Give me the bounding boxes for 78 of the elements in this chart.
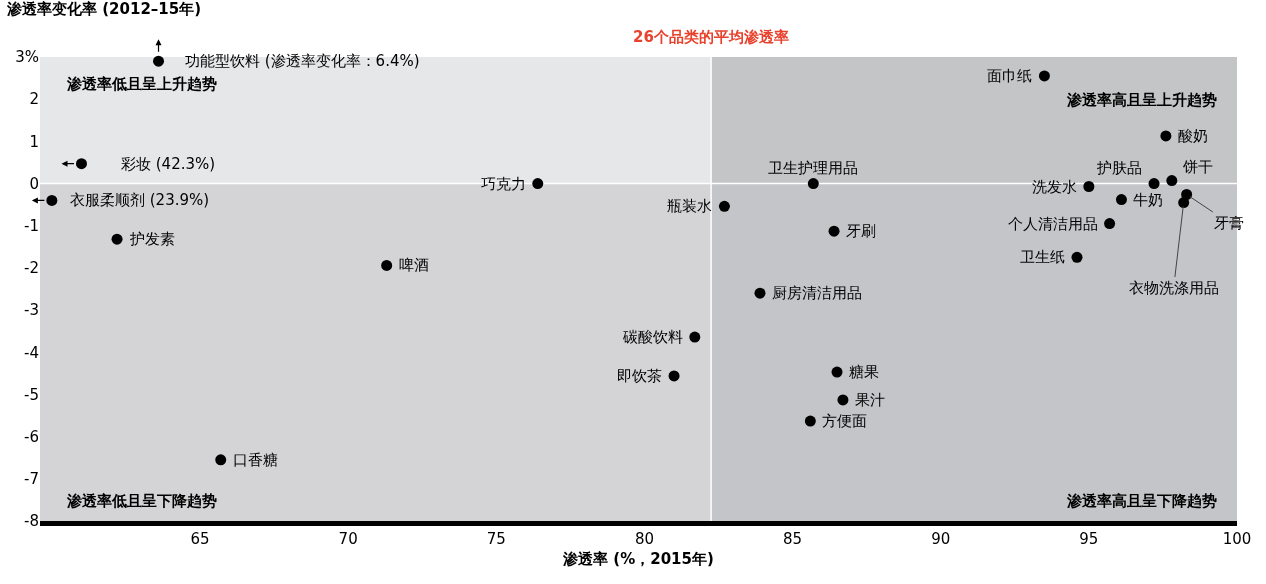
y-axis-title: 渗透率变化率 (2012–15年) xyxy=(6,0,202,18)
x-tick-label: 90 xyxy=(931,530,951,548)
x-tick-label: 100 xyxy=(1222,530,1252,548)
annotation: 巧克力 xyxy=(481,175,526,193)
annotation: 口香糖 xyxy=(233,451,278,469)
x-tick-label: 95 xyxy=(1079,530,1099,548)
annotation: 衣服柔顺剂 (23.9%) xyxy=(70,191,210,209)
annotation: 衣物洗涤用品 xyxy=(1129,279,1219,297)
point xyxy=(754,287,766,299)
ref-line-label: 26个品类的平均渗透率 xyxy=(633,28,789,46)
y-tick-label: -7 xyxy=(24,470,39,489)
x-tick-label: 70 xyxy=(338,530,358,548)
point xyxy=(689,331,701,343)
annotation: 护肤品 xyxy=(1096,159,1142,177)
annotation: 卫生护理用品 xyxy=(768,159,858,177)
annotation: 牛奶 xyxy=(1133,191,1163,209)
annotation: 方便面 xyxy=(822,412,867,430)
annotation: 牙刷 xyxy=(846,222,876,240)
point xyxy=(831,366,843,378)
y-tick-label: 1 xyxy=(29,132,39,151)
annotation: 饼干 xyxy=(1182,158,1213,176)
y-tick-label: -6 xyxy=(24,427,39,446)
annotation: 渗透率高且呈下降趋势 xyxy=(1066,492,1217,510)
y-tick-label: -3 xyxy=(24,301,39,320)
annotation: 个人清洁用品 xyxy=(1008,215,1098,233)
y-tick-label: 3% xyxy=(15,48,39,67)
annotation: 护发素 xyxy=(129,230,175,248)
x-tick-label: 80 xyxy=(634,530,654,548)
annotation: 啤酒 xyxy=(399,256,429,274)
point xyxy=(807,178,819,190)
y-tick-label: -4 xyxy=(24,343,39,362)
point xyxy=(1038,70,1050,82)
point xyxy=(1083,181,1095,192)
y-tick-label: 2 xyxy=(29,90,39,109)
point xyxy=(1115,194,1127,206)
annotation: 卫生纸 xyxy=(1020,248,1065,266)
annotation: 面巾纸 xyxy=(987,67,1032,85)
point xyxy=(1160,130,1172,142)
point xyxy=(828,225,840,237)
y-tick-label: 0 xyxy=(29,174,39,193)
y-tick-label: -5 xyxy=(24,385,39,404)
annotation: 牙膏 xyxy=(1214,214,1244,232)
annotation: 渗透率低且呈上升趋势 xyxy=(66,75,217,93)
y-tick-label: -8 xyxy=(24,512,39,531)
x-tick-label: 75 xyxy=(486,530,506,548)
point xyxy=(532,178,544,190)
point xyxy=(1104,218,1116,230)
annotation: 果汁 xyxy=(855,391,885,409)
point xyxy=(668,370,680,382)
point xyxy=(1166,175,1178,187)
point xyxy=(804,415,816,427)
point xyxy=(111,233,123,245)
annotation: 洗发水 xyxy=(1032,178,1077,196)
annotation: 即饮茶 xyxy=(617,367,662,385)
annotation: 渗透率低且呈下降趋势 xyxy=(66,492,217,510)
y-tick-label: -1 xyxy=(24,216,39,235)
annotation: 瓶装水 xyxy=(667,197,712,215)
x-axis-title: 渗透率 (%，2015年) xyxy=(562,550,714,568)
point xyxy=(153,55,165,67)
point xyxy=(381,259,393,271)
annotation: 功能型饮料 (渗透率变化率：6.4%) xyxy=(185,52,420,70)
annotation: 厨房清洁用品 xyxy=(772,284,862,302)
annotation: 渗透率高且呈上升趋势 xyxy=(1066,91,1217,109)
point xyxy=(837,394,849,406)
annotation: 碳酸饮料 xyxy=(622,328,683,346)
x-tick-label: 85 xyxy=(783,530,803,548)
point xyxy=(1178,197,1190,209)
point xyxy=(1071,251,1083,263)
y-tick-label: -2 xyxy=(24,259,39,278)
point xyxy=(215,454,227,466)
point xyxy=(718,200,730,212)
point xyxy=(75,158,87,170)
point xyxy=(46,194,58,206)
annotation: 彩妆 (42.3%) xyxy=(121,155,216,173)
point xyxy=(1148,178,1160,190)
annotation: 糖果 xyxy=(849,363,879,381)
annotation: 酸奶 xyxy=(1178,127,1208,145)
x-tick-label: 65 xyxy=(190,530,210,548)
